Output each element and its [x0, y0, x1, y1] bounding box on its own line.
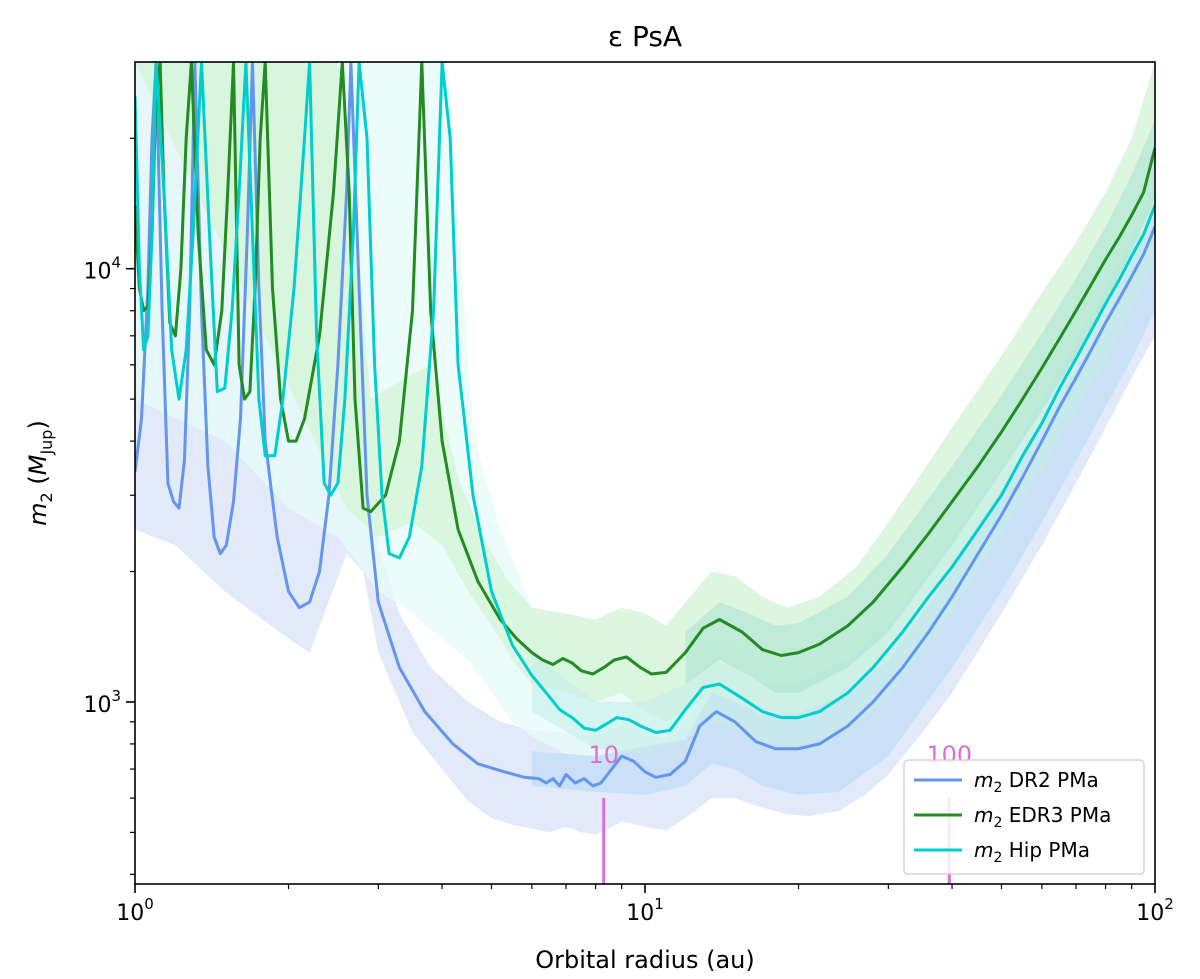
y-label-unit: M [24, 454, 52, 475]
y-tick-label-0: 103 [83, 687, 121, 718]
legend-dr2-rest: DR2 PMa [1002, 768, 1098, 792]
series-line-dr2 [135, 62, 1155, 788]
y-label-sub: 2 [37, 492, 56, 502]
legend-label-dr2: m2 DR2 PMa [974, 768, 1099, 796]
band-inner-edr3 [685, 120, 1155, 693]
series-line-hip [135, 62, 1155, 734]
x-tick-label-1: 101 [626, 895, 664, 926]
band-inner-dr2 [531, 212, 1155, 795]
x-axis-label: Orbital radius (au) [535, 946, 755, 974]
legend-hip-rest: Hip PMa [1002, 838, 1090, 862]
legend-dr2-sub: 2 [993, 780, 1002, 796]
legend-box [903, 759, 1145, 875]
marker-label-0: 10 [588, 741, 619, 769]
y-label-unit-sub: Jup [37, 430, 56, 456]
legend-edr3-symbol: m [974, 803, 993, 827]
legend-hip-symbol: m [974, 838, 993, 862]
legend-label-edr3: m2 EDR3 PMa [974, 803, 1111, 831]
chart-title: ε PsA [608, 20, 682, 53]
legend-dr2-symbol: m [974, 768, 993, 792]
x-tick-label-0: 100 [116, 895, 154, 926]
x-tick-label-2: 102 [1136, 895, 1174, 926]
y-tick-label-1: 104 [83, 254, 121, 285]
band-inner-hip [531, 186, 1155, 754]
legend: m2 DR2 PMa m2 EDR3 PMa m2 Hip PMa [903, 759, 1145, 875]
series-line-edr3 [135, 62, 1155, 676]
legend-hip-sub: 2 [993, 850, 1002, 866]
plot-area: 10 100 [135, 62, 1155, 884]
y-label-symbol: m [24, 502, 52, 525]
legend-edr3-rest: EDR3 PMa [1002, 803, 1111, 827]
legend-label-hip: m2 Hip PMa [974, 838, 1090, 866]
y-axis-label: m2 (MJup) [24, 420, 56, 526]
legend-edr3-sub: 2 [993, 815, 1002, 831]
